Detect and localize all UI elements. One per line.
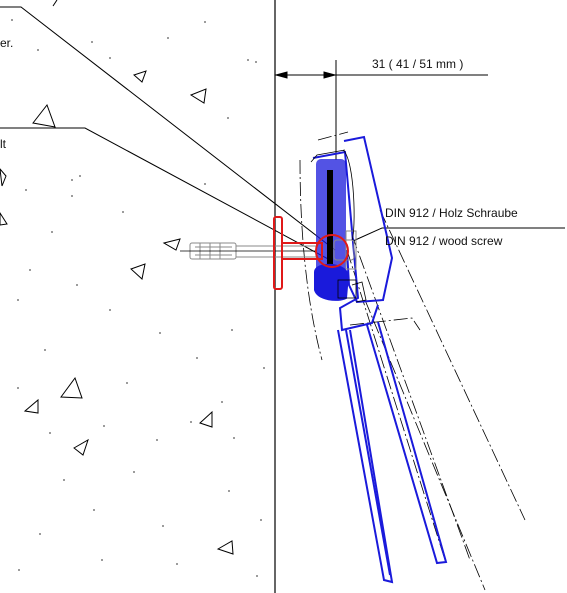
aggregate-triangle bbox=[61, 378, 82, 398]
aggregate-triangle bbox=[0, 169, 6, 186]
label-fragment-mid: lt bbox=[0, 137, 6, 151]
aggregate-triangle bbox=[131, 264, 145, 279]
callout-label-de: DIN 912 / Holz Schraube bbox=[385, 206, 518, 220]
concrete-dots bbox=[11, 19, 265, 577]
leader-line-mid bbox=[0, 128, 330, 260]
aggregate-triangle bbox=[191, 89, 206, 103]
dimension-label: 31 ( 41 / 51 mm ) bbox=[372, 57, 463, 71]
frame-sash-mid bbox=[346, 330, 390, 575]
aggregate-tick bbox=[53, 0, 57, 6]
aggregate-triangle bbox=[200, 412, 212, 427]
aggregate-triangle bbox=[134, 71, 146, 82]
callout-label-en: DIN 912 / wood screw bbox=[385, 234, 502, 248]
aggregate-triangle bbox=[164, 239, 180, 250]
label-fragment-top: er. bbox=[0, 36, 13, 50]
dimension bbox=[275, 60, 488, 160]
concrete-texture bbox=[0, 0, 233, 554]
aggregate-triangle bbox=[218, 541, 233, 554]
aggregate-triangle bbox=[0, 213, 7, 225]
aggregate-triangle bbox=[33, 105, 55, 127]
window-frame bbox=[313, 137, 446, 582]
aggregate-triangle bbox=[25, 400, 38, 413]
aggregate-triangle bbox=[74, 440, 88, 455]
